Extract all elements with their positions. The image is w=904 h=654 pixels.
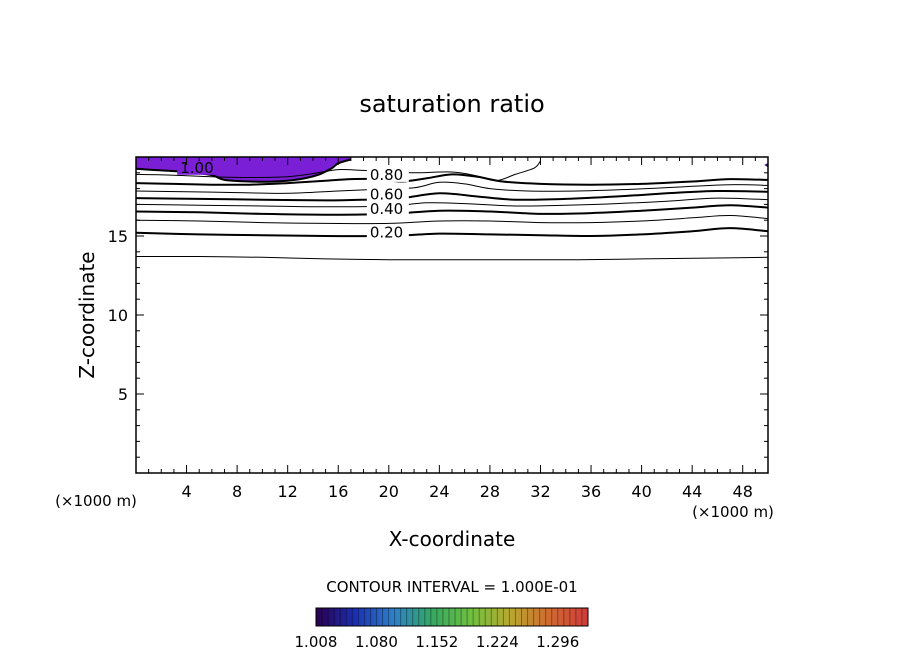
colorbar-tick-label: 1.224 (476, 633, 519, 651)
x-unit-left: (×1000 m) (55, 492, 137, 510)
colorbar-tick-label: 1.080 (355, 633, 398, 651)
colorbar-stripes (321, 608, 583, 626)
x-tick-label: 28 (480, 482, 500, 501)
colorbar-tick-label: 1.152 (415, 633, 458, 651)
x-tick-label: 32 (530, 482, 550, 501)
colorbar-frame (315, 607, 589, 627)
colorbar-tick-label: 1.296 (536, 633, 579, 651)
contour-interval-label: CONTOUR INTERVAL = 1.000E-01 (326, 578, 577, 596)
contour-lines-layer (136, 158, 768, 261)
plot-background (136, 157, 768, 473)
contour-label: 0.40 (370, 200, 403, 218)
contour-line-0-5 (136, 197, 768, 208)
contour-line-0-4 (136, 204, 768, 216)
x-tick-label: 44 (682, 482, 702, 501)
contour-line-0-3 (136, 214, 768, 225)
plot-area: 1.00 0.800.600.400.20 4 8 12 16 20 24 28 32 36 40 4… (108, 156, 769, 501)
contour-line-0-7 (136, 181, 768, 194)
contour-line-0-2 (136, 227, 768, 238)
contour-label-bg (366, 166, 409, 182)
contour-line-0-6 (136, 189, 768, 202)
x-tick-label: 40 (631, 482, 651, 501)
x-unit-right: (×1000 m) (692, 503, 774, 521)
x-tick-label: 12 (278, 482, 298, 501)
contour-label: 0.80 (370, 166, 403, 184)
chart-title: saturation ratio (359, 90, 544, 118)
colorbar: 1.008 1.080 1.152 1.224 1.296 (295, 607, 589, 651)
contour-label-bg (366, 186, 409, 202)
y-tick-label: 5 (118, 385, 128, 404)
x-tick-label: 8 (232, 482, 242, 501)
contour-label: 1.00 (180, 159, 213, 177)
contour-label-bg (366, 200, 409, 216)
y-axis-label: Z-coordinate (75, 251, 99, 378)
x-tick-label: 36 (581, 482, 601, 501)
x-tick-label: 16 (328, 482, 348, 501)
contour-line-0-1 (136, 255, 768, 261)
colorbar-tick-label: 1.008 (295, 633, 338, 651)
contour-labels-layer: 1.00 0.80 0.600.40 0.20 (177, 159, 409, 242)
x-tick-label: 24 (429, 482, 449, 501)
contour-label-bg (366, 224, 409, 240)
contour-label: 0.20 (370, 224, 403, 242)
contour-line-0-8 (136, 173, 768, 186)
contour-label-bg (177, 159, 220, 175)
shaded-region-spot (764, 163, 768, 168)
y-tick-label: 10 (108, 306, 128, 325)
y-tick-label: 15 (108, 227, 128, 246)
x-axis-label: X-coordinate (389, 527, 516, 551)
x-tick-label: 4 (181, 482, 191, 501)
x-tick-label: 48 (733, 482, 753, 501)
x-tick-label: 20 (379, 482, 399, 501)
contour-label: 0.60 (370, 186, 403, 204)
colorbar-gradient (316, 608, 588, 626)
colorbar-labels: 1.008 1.080 1.152 1.224 1.296 (295, 633, 580, 651)
